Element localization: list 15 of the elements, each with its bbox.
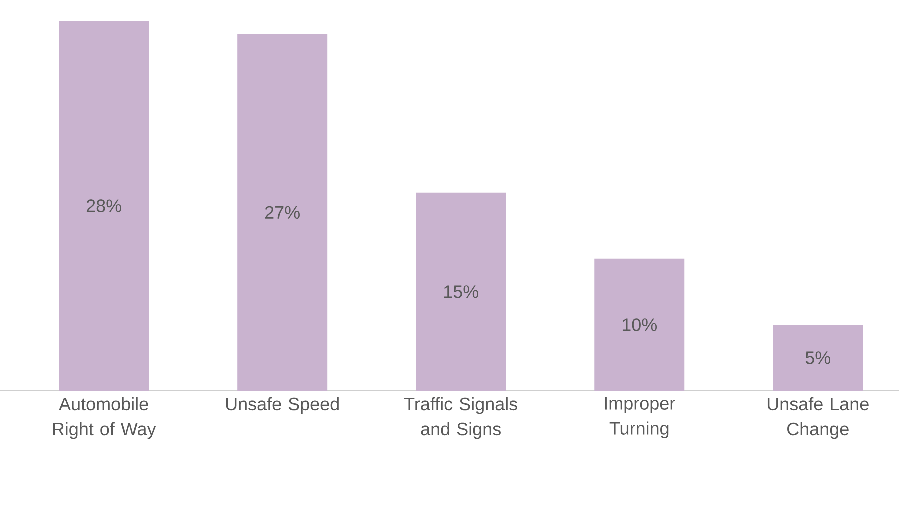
x-tick-label: Unsafe Speed bbox=[226, 397, 339, 414]
bar bbox=[238, 34, 328, 391]
data-label: 28% bbox=[86, 200, 122, 212]
data-label: 27% bbox=[265, 206, 300, 219]
x-tick-label: Improper Turning bbox=[605, 397, 676, 439]
bar bbox=[416, 192, 506, 391]
x-tick-label: Unsafe Lane Change bbox=[768, 397, 869, 440]
data-label: 5% bbox=[806, 352, 831, 364]
data-label: 15% bbox=[444, 286, 478, 298]
data-label: 10% bbox=[622, 318, 658, 332]
bar bbox=[594, 258, 685, 391]
bar bbox=[773, 324, 864, 391]
x-tick-label: Traffic Signals and Signs bbox=[404, 397, 518, 440]
x-tick-label: Automobile Right of Way bbox=[53, 397, 156, 440]
bar bbox=[59, 21, 150, 391]
